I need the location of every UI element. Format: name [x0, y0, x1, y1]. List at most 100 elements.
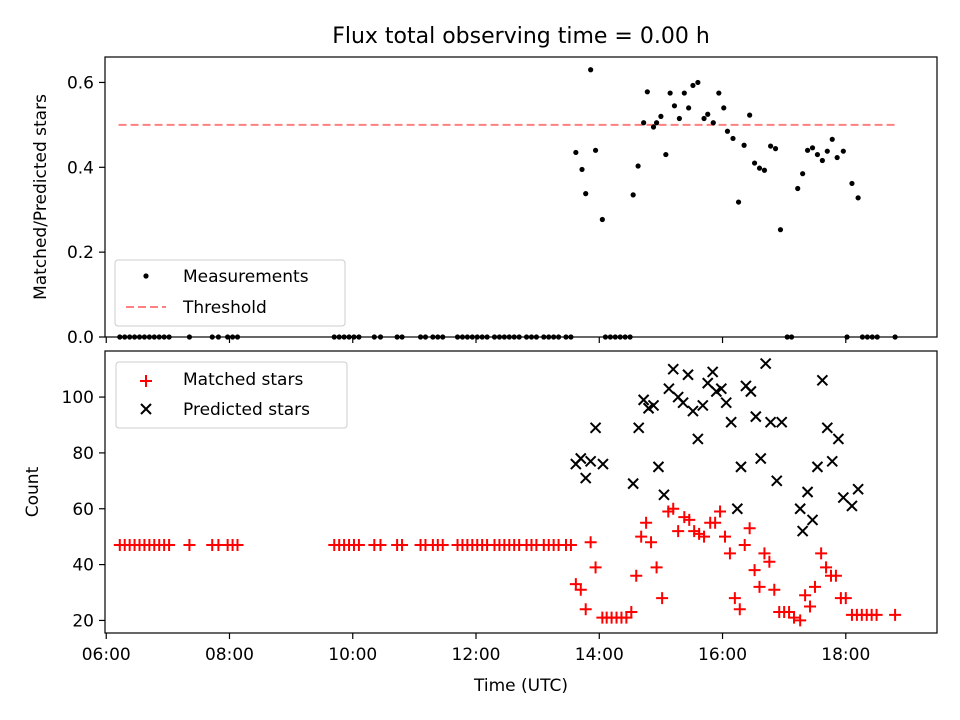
measurement-point	[705, 111, 711, 117]
measurement-point	[849, 180, 855, 187]
count-panel: 06:00 08:00 10:00 12:00 14:00 16:00 18:00 20 40 6…	[23, 350, 938, 696]
matched-stars-point	[788, 611, 801, 624]
legend-matched-label: Matched stars	[183, 370, 303, 390]
predicted-stars-point	[667, 363, 679, 375]
matched-stars-point	[808, 580, 821, 593]
y-tick-label: 0.4	[67, 158, 94, 178]
predicted-stars-point	[677, 396, 689, 409]
matched-stars-point	[718, 530, 731, 543]
predicted-stars-point	[697, 399, 709, 412]
count-plot-area	[113, 357, 902, 627]
measurement-point	[741, 142, 747, 148]
measurement-point	[686, 105, 692, 111]
matched-stars-point	[804, 600, 817, 613]
measurement-point	[658, 113, 664, 119]
measurement-point	[588, 67, 594, 73]
predicted-stars-point	[589, 422, 602, 434]
matched-stars-point	[768, 583, 781, 596]
matched-stars-point	[656, 592, 669, 605]
measurement-point	[630, 192, 636, 198]
y-tick-label: 0.2	[67, 243, 94, 263]
measurement-point	[681, 90, 687, 96]
matched-stars-point	[748, 564, 761, 577]
count-legend-box	[115, 361, 348, 429]
x-axis-label: Time (UTC)	[473, 676, 568, 696]
matched-stars-point	[723, 547, 736, 560]
predicted-stars-point	[731, 503, 744, 515]
matched-stars-point	[889, 608, 902, 621]
predicted-stars-point	[658, 489, 670, 501]
measurement-point	[809, 145, 816, 151]
predicted-stars-point	[575, 452, 587, 465]
ratio-legend: Measurements Threshold	[114, 259, 346, 327]
measurement-point	[579, 166, 585, 173]
ratio-panel: 0.0 0.2 0.4 0.6 Matched/Predicted stars Mea…	[31, 56, 938, 348]
predicted-stars-point	[725, 416, 737, 428]
y-tick-label: 100	[62, 388, 94, 408]
y-tick-label: 0.0	[67, 328, 94, 348]
chart-title: Flux total observing time = 0.00 h	[332, 24, 710, 49]
predicted-stars-point	[755, 452, 767, 465]
predicted-stars-point	[816, 374, 829, 387]
matched-stars-point	[683, 513, 696, 526]
measurement-point	[676, 115, 682, 122]
x-tick-label: 14:00	[575, 645, 624, 665]
matched-stars-point	[743, 522, 756, 535]
measurement-point	[641, 120, 647, 126]
predicted-stars-point	[702, 377, 714, 389]
y-tick-label: 20	[72, 611, 94, 631]
matched-stars-point	[733, 603, 746, 616]
predicted-stars-point	[759, 357, 772, 370]
matched-stars-point	[815, 547, 828, 560]
matched-stars-point	[728, 592, 741, 605]
x-tick-label: 08:00	[205, 645, 254, 665]
matched-stars-point	[839, 592, 852, 605]
predicted-stars-point	[852, 483, 864, 495]
matched-stars-point	[763, 555, 776, 568]
count-y-axis-label: Count	[23, 466, 43, 517]
count-panel-frame	[104, 350, 938, 634]
matched-stars-point	[352, 539, 365, 552]
ratio-axes: 0.0 0.2 0.4 0.6	[67, 73, 847, 348]
legend-matched-marker	[140, 375, 152, 387]
predicted-stars-point	[775, 416, 788, 428]
measurement-point	[772, 146, 779, 152]
predicted-stars-point	[735, 461, 747, 473]
x-tick-label: 12:00	[452, 645, 501, 665]
measurement-point	[795, 185, 801, 192]
predicted-stars-point	[715, 382, 728, 395]
measurement-point	[721, 105, 727, 111]
measurement-point	[644, 89, 650, 95]
matched-stars-point	[589, 561, 602, 574]
count-axes: 06:00 08:00 10:00 12:00 14:00 16:00 18:00 20 40 6…	[62, 388, 871, 665]
measurement-point	[800, 171, 806, 177]
predicted-stars-point	[826, 455, 838, 467]
matched-stars-point	[738, 539, 751, 552]
ratio-y-axis-label: Matched/Predicted stars	[31, 94, 51, 300]
predicted-stars-point	[720, 396, 732, 409]
matched-stars-point	[753, 580, 766, 593]
x-tick-label: 18:00	[821, 645, 870, 665]
legend-threshold-label: Threshold	[182, 298, 267, 318]
matched-stars-point	[564, 539, 577, 552]
measurement-point	[840, 148, 846, 154]
matched-stars-point	[396, 539, 409, 552]
matched-stars-point	[758, 547, 771, 560]
predicted-stars-point	[750, 410, 762, 423]
predicted-stars-point	[811, 461, 824, 473]
ratio-plot-area	[117, 67, 898, 340]
measurement-point	[663, 151, 669, 158]
measurement-point	[777, 227, 784, 233]
y-tick-label: 80	[72, 444, 94, 464]
matched-stars-point	[794, 614, 807, 627]
matched-stars-point	[640, 516, 653, 529]
predicted-stars-point	[584, 455, 597, 467]
matched-stars-point	[799, 589, 812, 602]
measurement-point	[747, 112, 753, 118]
measurement-point	[599, 216, 605, 223]
predicted-stars-point	[647, 399, 660, 412]
matched-stars-point	[672, 525, 685, 538]
predicted-stars-point	[663, 382, 675, 395]
predicted-stars-point	[627, 477, 639, 490]
